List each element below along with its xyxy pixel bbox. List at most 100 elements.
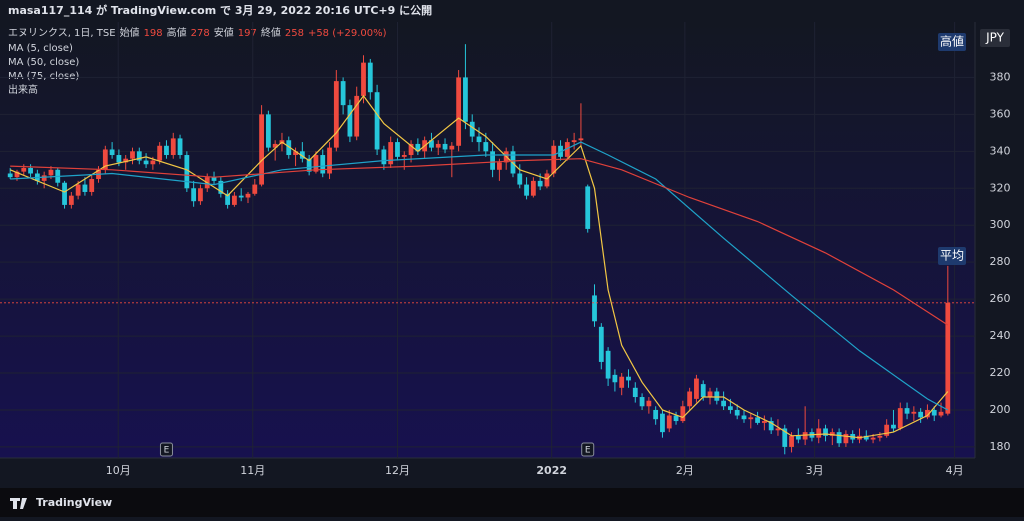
candle-body <box>299 151 305 159</box>
candle-body <box>191 188 197 202</box>
y-tick-label: 360 <box>990 107 1011 120</box>
candle-body <box>252 184 258 194</box>
candle-body <box>415 143 421 152</box>
candle-body <box>469 121 475 137</box>
legend-text: MA (75, close) <box>8 71 79 82</box>
candle-body <box>28 167 33 174</box>
candle-body <box>272 143 278 148</box>
legend-text: 出来高 <box>8 83 38 96</box>
ma-line <box>10 141 949 411</box>
candle-body <box>490 151 495 170</box>
candle-body <box>564 142 570 157</box>
candle-body <box>639 397 645 407</box>
x-tick-label: 2月 <box>676 464 694 477</box>
y-tick-label: 340 <box>990 144 1011 157</box>
candle-body <box>225 193 231 205</box>
candle-body <box>184 155 190 189</box>
candle-body <box>829 432 835 436</box>
candle-body <box>62 182 67 205</box>
candle-body <box>340 81 346 106</box>
candle-body <box>41 175 47 181</box>
candle-body <box>245 193 251 198</box>
y-tick-label: 320 <box>990 181 1011 194</box>
candle-body <box>598 326 604 362</box>
candle-body <box>571 140 577 143</box>
x-tick-label: 10月 <box>106 464 131 477</box>
footer-bar <box>0 488 1024 517</box>
legend-text: 高値 <box>167 26 187 39</box>
candle-body <box>721 400 727 407</box>
candle-body <box>463 77 468 122</box>
candle-body <box>700 384 706 398</box>
candle-body <box>802 432 808 440</box>
candle-body <box>333 81 339 148</box>
y-tick-label: 260 <box>990 292 1011 305</box>
candle-body <box>89 179 95 192</box>
candle-body <box>347 105 353 137</box>
candle-body <box>653 409 659 420</box>
candle-body <box>646 400 652 407</box>
candle-body <box>884 424 890 436</box>
candle-body <box>435 143 441 148</box>
candle-body <box>68 195 74 205</box>
candle-body <box>14 171 20 178</box>
candle-body <box>109 149 115 156</box>
candle-body <box>911 411 917 414</box>
candle-body <box>408 143 414 156</box>
tag-label: 平均 <box>940 249 964 263</box>
candle-body <box>313 155 319 172</box>
legend-text: 終値 <box>261 26 281 39</box>
candle-body <box>578 138 584 141</box>
event-label: E <box>164 446 170 456</box>
candle-body <box>170 138 176 156</box>
candle-body <box>483 142 489 152</box>
candle-body <box>728 406 733 410</box>
candle-body <box>687 391 693 407</box>
legend-text: エヌリンクス, 1日, TSE <box>8 27 116 39</box>
candle-body <box>218 180 224 194</box>
logo-icon <box>10 498 27 509</box>
candle-body <box>694 378 699 399</box>
publisher: masa117_114 が TradingView.com で 3月 29, 2… <box>8 3 432 17</box>
legend-text: 198 <box>144 28 163 39</box>
candle-body <box>401 155 407 157</box>
candle-body <box>816 428 822 438</box>
candle-body <box>782 428 788 447</box>
tag-box <box>980 29 1010 47</box>
candle-body <box>388 142 394 165</box>
candle-body <box>891 424 896 429</box>
candle-body <box>741 415 747 420</box>
y-tick-label: 380 <box>990 70 1011 83</box>
candle-body <box>863 435 869 440</box>
candle-body <box>116 155 122 163</box>
legend-text: 278 <box>191 28 210 39</box>
legend-text: 197 <box>238 28 257 39</box>
tag-box <box>938 33 966 51</box>
candle-body <box>666 415 672 429</box>
candle-body <box>476 136 482 143</box>
candle-body <box>592 295 597 322</box>
tag-label: JPY <box>985 31 1005 45</box>
footer-logo: TradingView <box>36 496 112 509</box>
candle-body <box>286 140 292 156</box>
x-tick-label: 11月 <box>240 464 265 477</box>
candle-body <box>707 391 713 398</box>
candle-body <box>660 413 665 433</box>
candle-body <box>21 167 27 172</box>
x-tick-label: 4月 <box>946 464 964 477</box>
candle-body <box>612 374 618 383</box>
x-tick-label: 12月 <box>385 464 410 477</box>
candle-body <box>232 195 237 205</box>
candle-body <box>938 411 944 416</box>
event-label: E <box>585 446 591 456</box>
candle-body <box>585 186 591 229</box>
legend-text: +58 (+29.00%) <box>308 28 387 39</box>
candle-body <box>429 140 434 148</box>
candle-body <box>524 184 529 196</box>
candle-body <box>897 408 903 429</box>
candle-body <box>306 158 312 172</box>
candle-body <box>496 162 502 170</box>
y-tick-label: 280 <box>990 255 1011 268</box>
candle-body <box>82 184 88 192</box>
